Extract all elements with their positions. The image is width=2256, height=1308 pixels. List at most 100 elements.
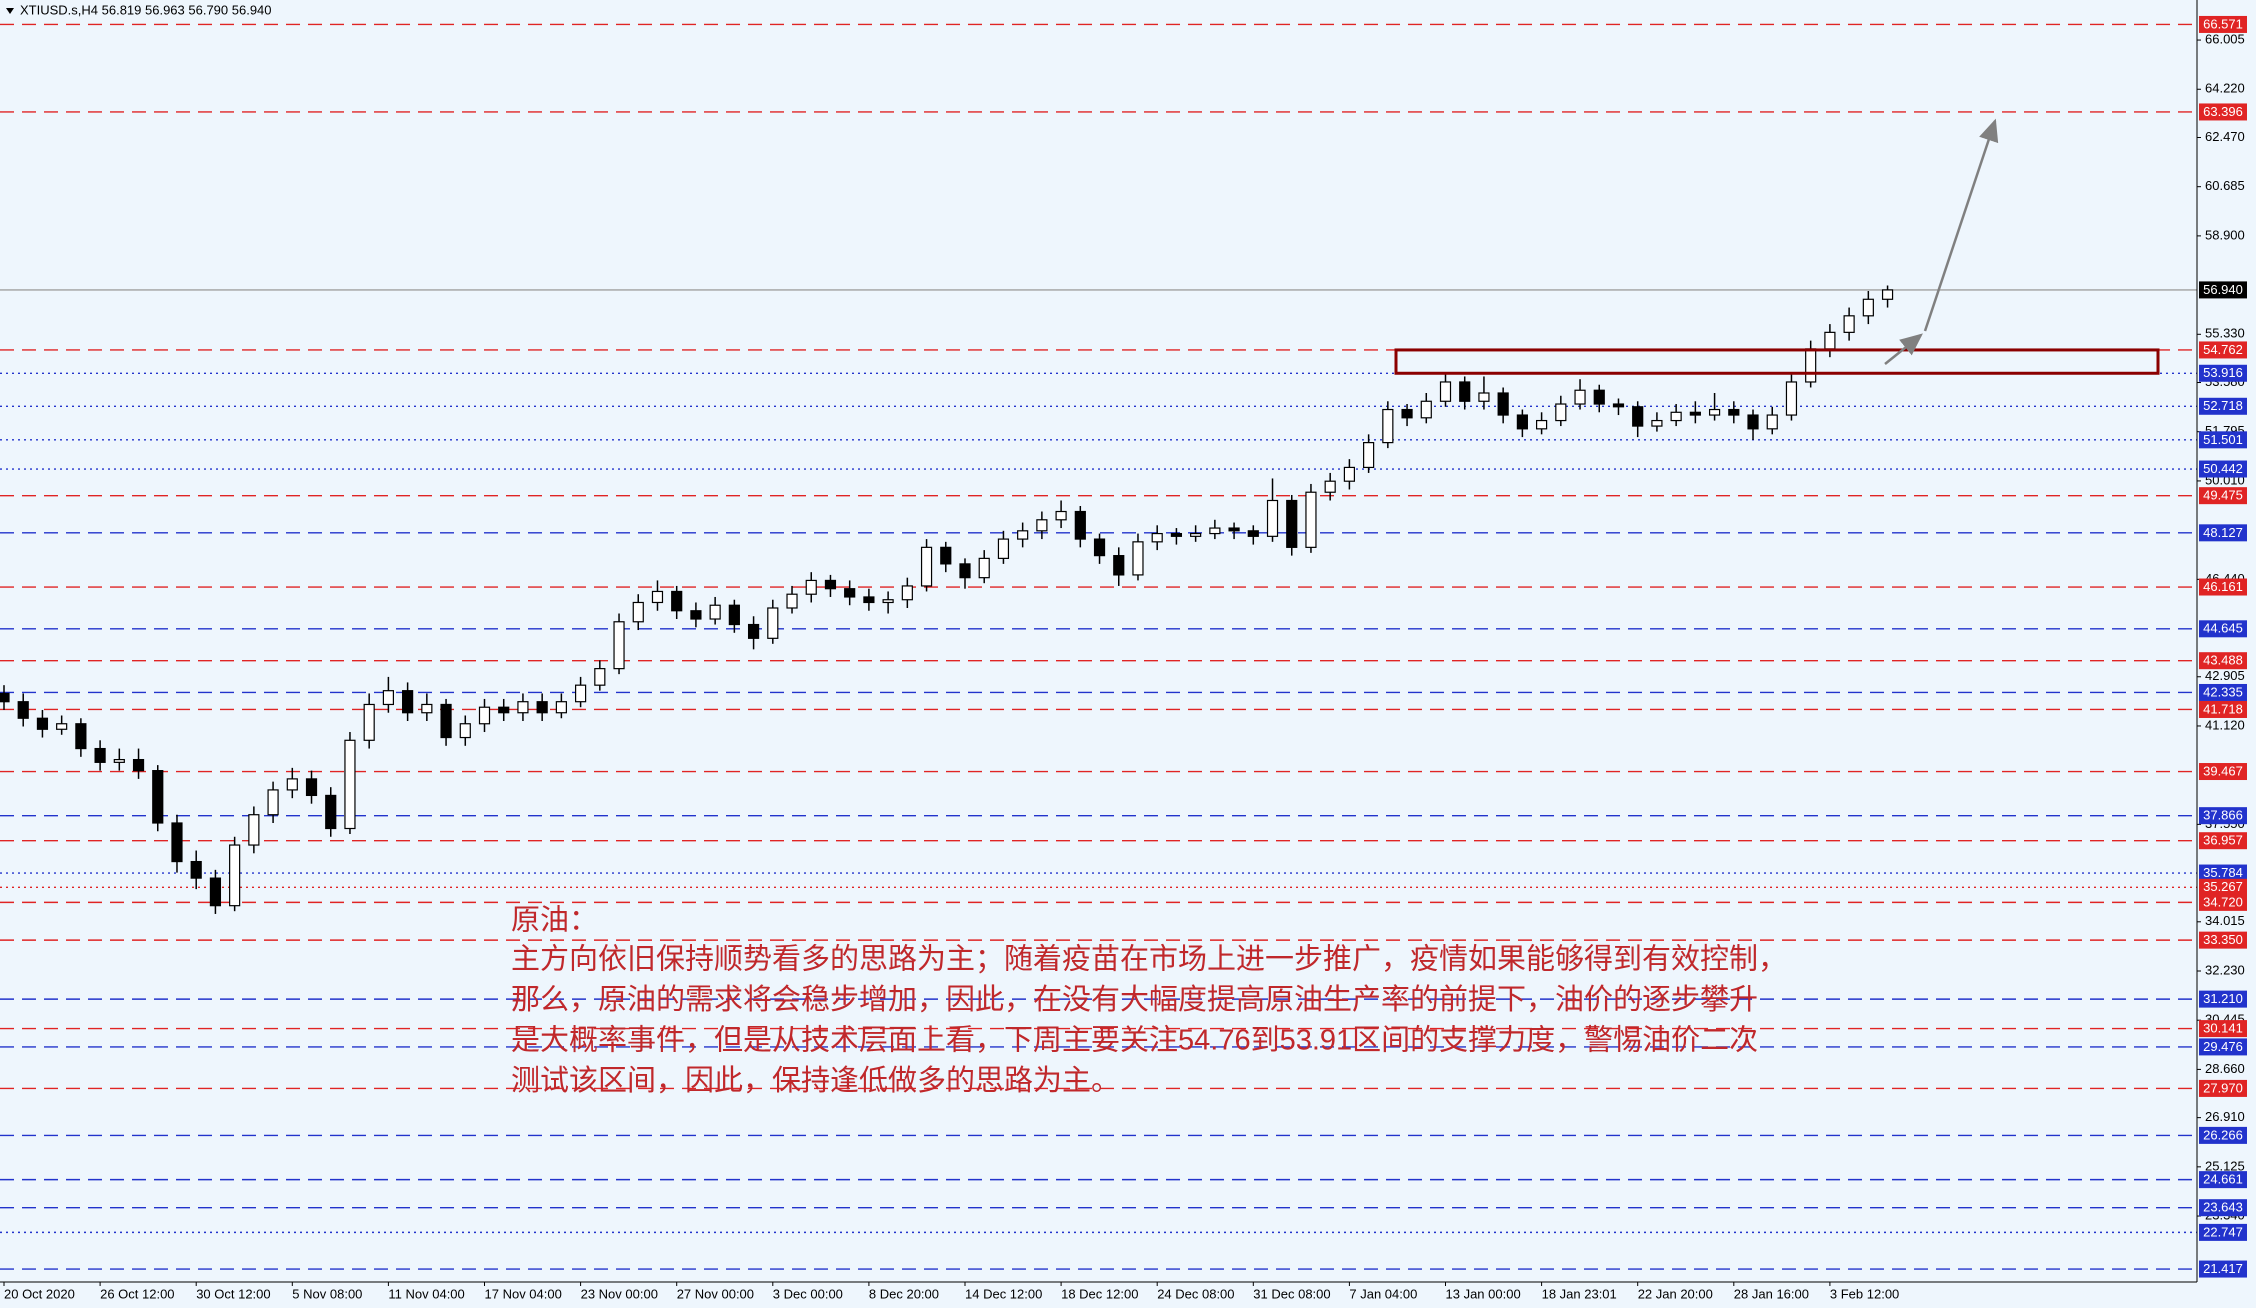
candle-body	[1074, 510, 1086, 540]
candle-body	[959, 563, 971, 579]
level-label-box	[2199, 1260, 2247, 1278]
candle-body	[1382, 408, 1394, 444]
candle-body	[997, 538, 1010, 559]
level-label-box	[2199, 763, 2247, 781]
candle-body	[1286, 499, 1298, 548]
candle-body	[17, 701, 29, 719]
candle-body	[0, 692, 10, 703]
level-label: 51.501	[2203, 432, 2243, 447]
support-zone	[1394, 348, 2160, 375]
candle-body	[1516, 414, 1528, 430]
candle-body	[1170, 532, 1183, 537]
level-label-box	[2199, 864, 2247, 882]
x-tick-label: 7 Jan 04:00	[1349, 1286, 1417, 1301]
level-label-box	[2199, 1171, 2247, 1189]
level-label: 53.916	[2203, 365, 2243, 380]
level-label-box	[2199, 281, 2247, 299]
candle-body	[1651, 419, 1663, 427]
annotation-heading: 原油：	[511, 904, 598, 937]
candle-body	[1055, 510, 1067, 521]
candle-body	[1747, 414, 1759, 430]
y-tick-label: 66.005	[2205, 31, 2245, 46]
x-tick-label: 5 Nov 08:00	[292, 1286, 362, 1301]
candle-body	[920, 546, 933, 587]
level-label: 39.467	[2203, 763, 2243, 778]
y-tick-label: 62.470	[2205, 129, 2245, 144]
candle-body	[978, 557, 990, 579]
level-label: 52.718	[2203, 398, 2243, 413]
level-label-box	[2199, 364, 2247, 382]
candle-body	[651, 590, 664, 604]
candle-body	[671, 590, 683, 612]
candle-body	[1017, 530, 1029, 540]
candle-body	[1478, 392, 1490, 402]
candle-body	[132, 758, 145, 772]
candle-body	[1766, 414, 1778, 430]
y-tick-label: 26.910	[2205, 1109, 2245, 1124]
level-label: 23.643	[2203, 1200, 2243, 1215]
candle-body	[363, 703, 375, 741]
level-label-box	[2199, 341, 2247, 359]
candle-body	[1209, 527, 1221, 535]
price-scale: 66.00564.22062.47060.68558.90055.33053.5…	[2197, 15, 2247, 1278]
level-label-box	[2199, 990, 2247, 1008]
level-label: 66.571	[2203, 16, 2243, 31]
x-tick-label: 3 Feb 12:00	[1830, 1286, 1899, 1301]
level-label-box	[2199, 620, 2247, 638]
candle-body	[1228, 527, 1240, 532]
level-label: 48.127	[2203, 525, 2243, 540]
candle-body	[440, 703, 452, 739]
level-label: 35.267	[2203, 879, 2243, 894]
level-label: 33.350	[2203, 932, 2243, 947]
candle-body	[1247, 530, 1259, 537]
candle-body	[940, 546, 952, 565]
candle-body	[171, 822, 183, 863]
level-label-box	[2199, 15, 2247, 33]
candle-body	[517, 701, 529, 714]
candle-body	[1728, 408, 1740, 416]
candle-body	[1305, 491, 1317, 548]
candle-body	[1266, 499, 1279, 537]
candle-body	[728, 604, 740, 626]
level-label: 31.210	[2203, 991, 2243, 1006]
candle-body	[75, 723, 87, 750]
menu-icon	[6, 8, 14, 14]
candle-body	[1190, 532, 1202, 537]
x-tick-label: 18 Dec 12:00	[1061, 1286, 1138, 1301]
candle-body	[56, 723, 68, 730]
annotation-line: 是大概率事件，但是从技术层面上看，下周主要关注54.76到53.91区间的支撑力…	[511, 1024, 1758, 1057]
level-label: 46.161	[2203, 579, 2243, 594]
candle-body	[286, 778, 298, 791]
level-label-box	[2199, 1020, 2247, 1038]
candle-body	[555, 701, 567, 714]
annotation-line: 那么，原油的需求将会稳步增加，因此，在没有大幅度提高原油生产率的前提下，油价的逐…	[511, 983, 1758, 1016]
candle-body	[805, 579, 817, 595]
candle-body	[248, 814, 260, 846]
x-tick-label: 20 Oct 2020	[4, 1286, 75, 1301]
x-tick-label: 31 Dec 08:00	[1253, 1286, 1330, 1301]
level-label-box	[2199, 893, 2247, 911]
x-tick-label: 28 Jan 16:00	[1734, 1286, 1809, 1301]
candle-body	[1093, 538, 1106, 557]
level-label-box	[2199, 931, 2247, 949]
candle-body	[1612, 403, 1625, 408]
level-label: 26.266	[2203, 1127, 2243, 1142]
level-label-box	[2199, 1038, 2247, 1056]
level-label-box	[2199, 103, 2247, 121]
candle-body	[1401, 408, 1413, 419]
candle-body	[767, 607, 779, 639]
y-tick-label: 42.905	[2205, 668, 2245, 683]
candle-body	[1632, 406, 1644, 427]
x-tick-label: 22 Jan 20:00	[1638, 1286, 1713, 1301]
level-label: 56.940	[2203, 282, 2243, 297]
level-label: 22.747	[2203, 1224, 2243, 1239]
candle-body	[478, 706, 491, 725]
candle-body	[382, 690, 394, 706]
candles	[0, 285, 1894, 914]
x-tick-label: 27 Nov 00:00	[677, 1286, 754, 1301]
candle-body	[574, 684, 587, 703]
level-label: 63.396	[2203, 104, 2243, 119]
level-label: 29.476	[2203, 1039, 2243, 1054]
y-tick-label: 58.900	[2205, 227, 2245, 242]
candle-body	[882, 599, 894, 604]
